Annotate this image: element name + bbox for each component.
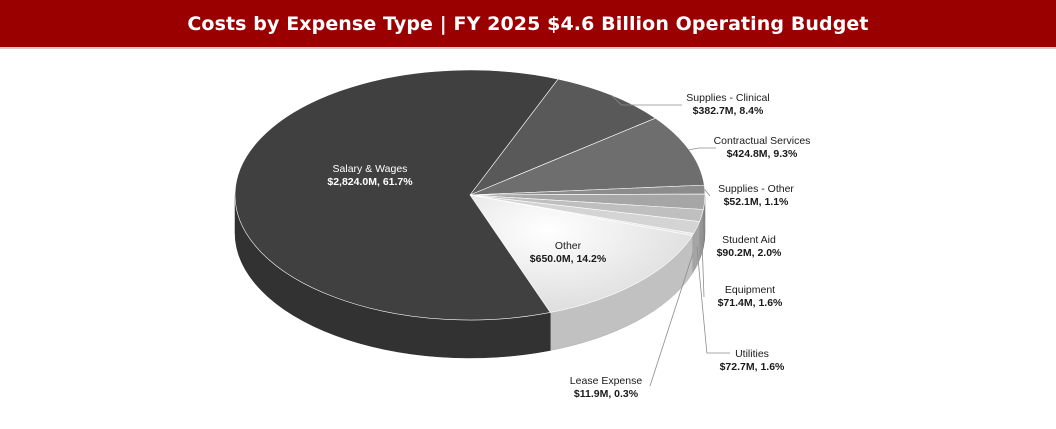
slice-value-label-equipment: $71.4M, 1.6% — [718, 297, 783, 309]
leader-line-supplies-other — [704, 189, 711, 197]
slice-label-equipment: Equipment — [725, 284, 775, 296]
slice-value-label-salary-wages: $2,824.0M, 61.7% — [327, 176, 413, 188]
slice-label-lease-expense: Lease Expense — [570, 375, 643, 387]
leader-lines-group — [611, 94, 730, 387]
slice-label-supplies-other: Supplies - Other — [718, 183, 794, 195]
slice-value-label-supplies-clinical: $382.7M, 8.4% — [693, 105, 764, 117]
slice-label-supplies-clinical: Supplies - Clinical — [686, 92, 769, 104]
slice-value-label-contractual-services: $424.8M, 9.3% — [727, 148, 798, 160]
slice-label-other: Other — [555, 240, 582, 252]
leader-line-lease-expense — [649, 253, 694, 387]
leader-line-utilities — [696, 246, 730, 354]
slice-label-contractual-services: Contractual Services — [714, 135, 811, 147]
leader-line-contractual-services — [688, 147, 716, 151]
slice-label-utilities: Utilities — [735, 348, 769, 360]
pie-top-group — [234, 69, 706, 321]
pie-slice-contractual-services — [469, 117, 705, 196]
slice-value-label-student-aid: $90.2M, 2.0% — [717, 247, 782, 259]
leader-line-equipment — [701, 234, 705, 298]
slice-value-label-supplies-other: $52.1M, 1.1% — [724, 196, 789, 208]
slice-value-label-lease-expense: $11.9M, 0.3% — [574, 388, 639, 400]
leader-line-supplies-clinical — [611, 94, 682, 106]
leader-line-student-aid — [702, 220, 706, 248]
data-labels-group: Supplies - Clinical$382.7M, 8.4% Contract… — [327, 92, 810, 400]
slice-label-student-aid: Student Aid — [722, 234, 776, 246]
slice-label-salary-wages: Salary & Wages — [333, 163, 408, 175]
header-divider — [0, 47, 1056, 49]
pie-slice-other — [469, 194, 693, 313]
slice-value-label-other: $650.0M, 14.2% — [530, 253, 607, 265]
slice-value-label-utilities: $72.7M, 1.6% — [720, 361, 785, 373]
pie-slice-salary-wages — [234, 69, 559, 321]
chart-header: Costs by Expense Type | FY 2025 $4.6 Bil… — [0, 0, 1056, 47]
chart-title: Costs by Expense Type | FY 2025 $4.6 Bil… — [187, 12, 869, 35]
